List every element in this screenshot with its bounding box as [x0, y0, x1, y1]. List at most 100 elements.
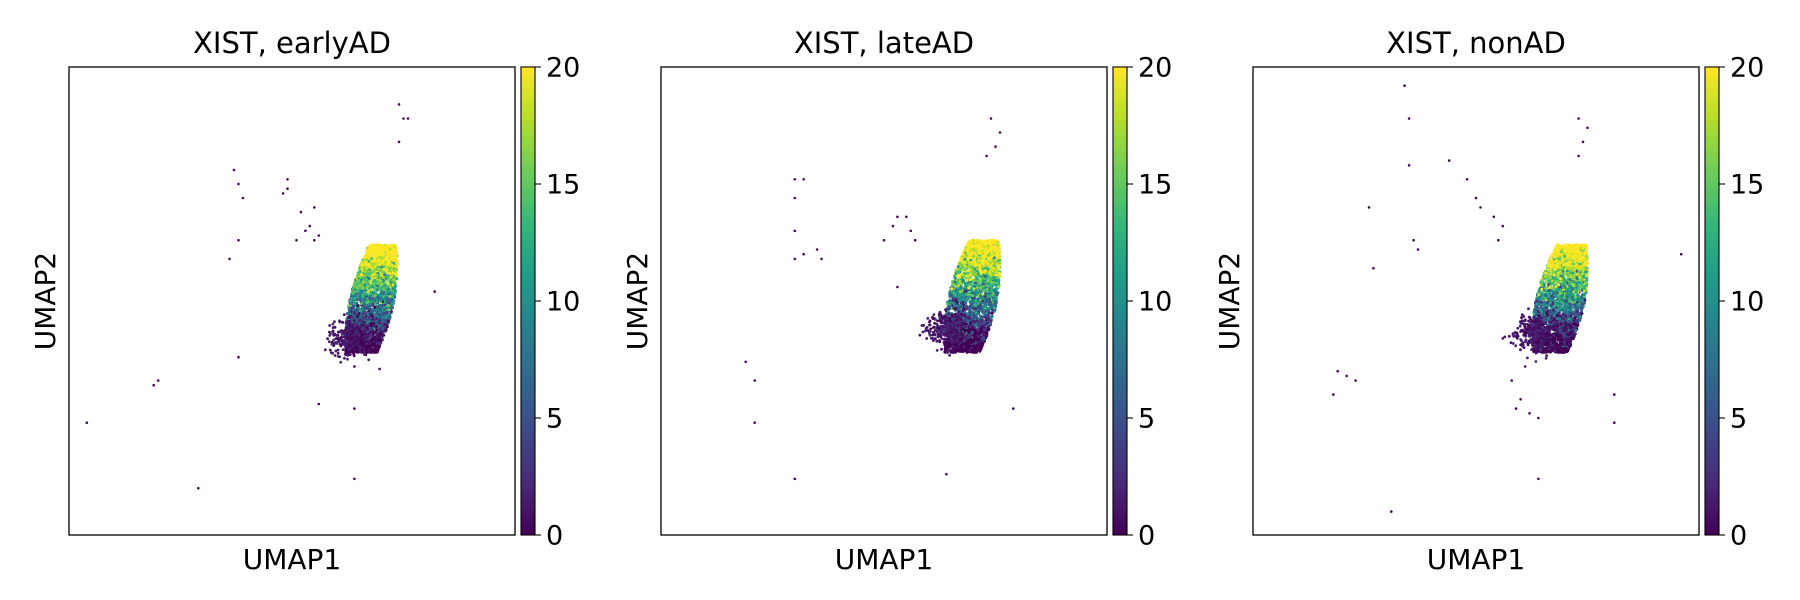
cell-point — [351, 292, 355, 296]
cell-point — [382, 311, 386, 315]
outlier-point — [232, 168, 236, 172]
cell-point — [355, 308, 359, 312]
cell-point — [393, 293, 397, 297]
cell-point — [341, 348, 345, 351]
cell-point — [370, 285, 374, 289]
cell-point — [352, 304, 356, 308]
cell-point — [360, 289, 364, 293]
outlier-point — [406, 117, 410, 120]
cell-point — [372, 343, 375, 347]
cell-point — [361, 323, 365, 327]
cell-point — [375, 246, 379, 250]
cell-point — [378, 344, 381, 348]
cell-point — [372, 273, 376, 277]
cell-point — [372, 243, 376, 247]
cell-point — [387, 251, 391, 255]
cell-point — [375, 243, 378, 247]
cell-point — [356, 333, 360, 336]
cell-point — [979, 286, 982, 290]
cell-point — [374, 325, 378, 328]
cell-point — [355, 323, 359, 327]
cell-point — [373, 306, 377, 309]
cell-point — [346, 354, 350, 357]
cell-point — [381, 284, 385, 288]
cell-point — [365, 252, 369, 256]
cell-point — [332, 338, 335, 342]
cell-point — [366, 336, 370, 339]
cell-point — [349, 327, 353, 331]
cell-point — [371, 302, 375, 306]
cell-point — [352, 354, 356, 358]
cell-point — [356, 314, 360, 318]
cell-point — [378, 334, 381, 338]
cell-point — [393, 244, 397, 248]
cell-point — [348, 301, 352, 305]
cell-point — [352, 313, 356, 317]
colorbar-tick-label: 10 — [546, 287, 580, 318]
cell-point — [348, 309, 351, 313]
cell-point — [363, 338, 367, 341]
cell-point — [386, 304, 390, 307]
outlier-point — [85, 421, 89, 425]
cell-point — [361, 333, 364, 337]
cell-point — [333, 325, 337, 329]
cell-point — [355, 298, 359, 302]
cell-point — [354, 292, 358, 296]
cell-point — [371, 270, 375, 274]
cell-point — [331, 351, 334, 355]
cell-point — [358, 328, 362, 331]
cell-point — [365, 301, 369, 305]
cell-point — [387, 245, 391, 249]
cell-point — [371, 304, 375, 308]
cell-point — [972, 344, 976, 348]
cell-point — [353, 365, 356, 368]
cell-point — [357, 312, 361, 315]
cell-point — [345, 343, 348, 346]
cell-point — [340, 333, 344, 336]
cell-point — [354, 280, 358, 284]
cell-point — [332, 341, 336, 345]
cell-point — [373, 278, 377, 282]
cell-point — [367, 274, 371, 277]
outlier-point — [317, 234, 321, 237]
cell-point — [976, 327, 980, 330]
outlier-point — [237, 238, 240, 242]
cell-point — [980, 274, 984, 278]
cell-point — [384, 328, 388, 332]
cell-point — [328, 334, 332, 337]
colorbar-tick-label: 0 — [546, 521, 563, 552]
cell-point — [986, 323, 990, 327]
cell-point — [369, 333, 373, 337]
cell-point — [349, 337, 353, 341]
cell-point — [339, 336, 343, 339]
cell-point — [374, 292, 378, 296]
cell-point — [375, 248, 379, 252]
cell-point — [376, 313, 380, 317]
outlier-point — [313, 206, 316, 209]
cell-point — [968, 300, 972, 303]
cell-point — [965, 283, 969, 287]
outlier-point — [228, 257, 231, 261]
outlier-point — [286, 187, 289, 190]
cell-point — [996, 267, 1000, 271]
cell-point — [353, 336, 356, 340]
cell-point — [382, 318, 386, 322]
cell-point — [389, 310, 393, 314]
colorbar-gradient — [520, 66, 536, 536]
cell-point — [342, 342, 346, 345]
cell-point — [980, 301, 984, 305]
cell-point — [367, 324, 371, 328]
cell-point — [375, 251, 379, 255]
outlier-point — [156, 379, 160, 382]
cell-point — [376, 284, 380, 288]
outlier-point — [286, 178, 289, 181]
cell-point — [387, 290, 391, 294]
cell-point — [336, 348, 340, 352]
cell-point — [968, 283, 972, 286]
cell-point — [365, 258, 369, 262]
cell-point — [370, 252, 373, 255]
cell-point — [982, 245, 986, 249]
cell-point — [323, 348, 327, 352]
outlier-point — [397, 103, 401, 106]
cell-point — [345, 350, 349, 354]
